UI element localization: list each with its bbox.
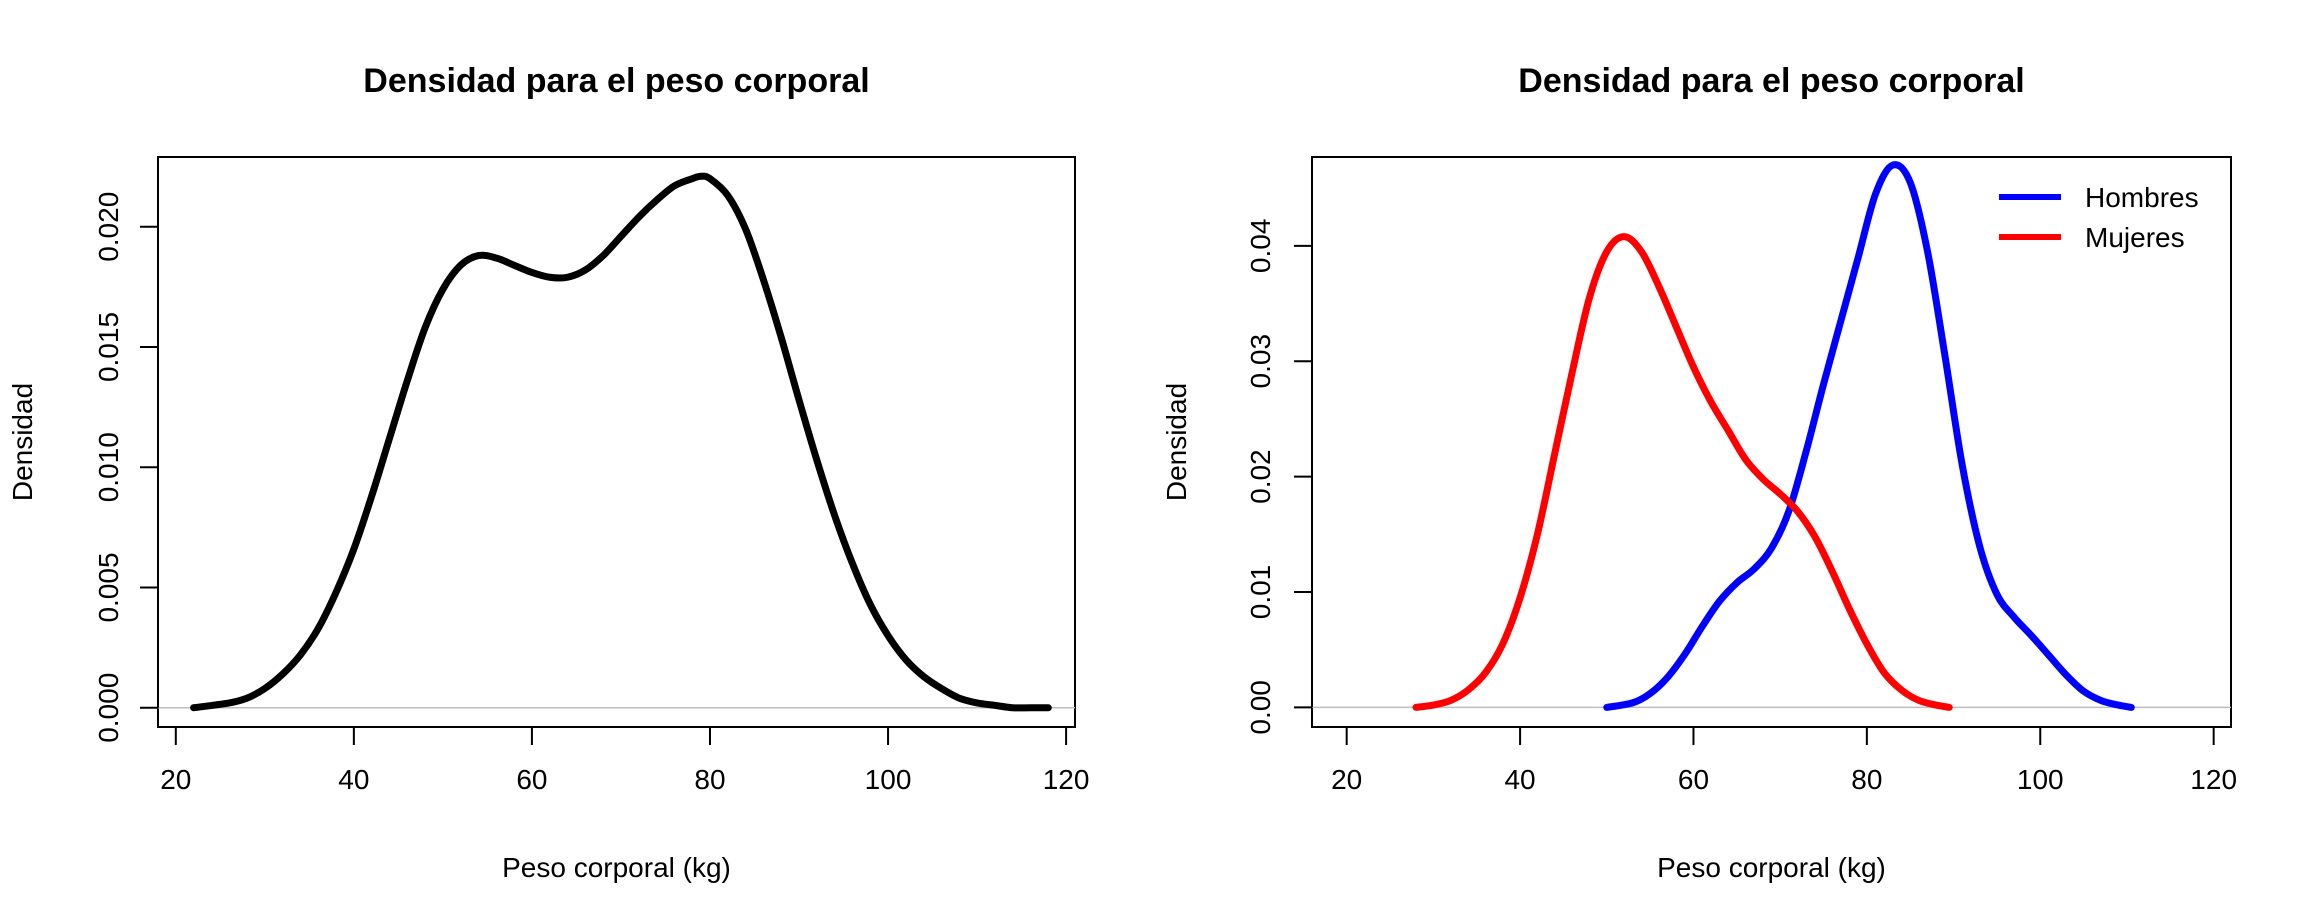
chart-title: Densidad para el peso corporal bbox=[363, 62, 869, 100]
legend: Hombres Mujeres bbox=[1999, 182, 2199, 253]
chart-title: Densidad para el peso corporal bbox=[1518, 62, 2024, 100]
x-tick-label: 100 bbox=[865, 764, 912, 795]
x-axis: 20 40 60 80 100 120 bbox=[1331, 726, 2237, 795]
y-axis: 0.000 0.005 0.010 0.015 0.020 bbox=[93, 192, 159, 743]
x-tick-label: 120 bbox=[2190, 764, 2237, 795]
y-tick-label: 0.03 bbox=[1245, 334, 1276, 389]
y-tick-label: 0.000 bbox=[93, 673, 124, 743]
x-axis-label: Peso corporal (kg) bbox=[1657, 852, 1886, 883]
x-tick-label: 60 bbox=[1678, 764, 1709, 795]
density-curve-density bbox=[190, 172, 1052, 712]
x-tick-label: 120 bbox=[1043, 764, 1090, 795]
x-tick-label: 80 bbox=[694, 764, 725, 795]
y-axis-label: Densidad bbox=[1161, 383, 1192, 501]
chart-panel-1: Densidad para el peso corporal 20 40 60 80 10… bbox=[7, 62, 1089, 883]
density-curve-hombres bbox=[1603, 161, 2135, 711]
y-tick-label: 0.010 bbox=[93, 432, 124, 502]
y-tick-label: 0.005 bbox=[93, 552, 124, 622]
density-curve-mujeres bbox=[1412, 233, 1953, 711]
chart-panel-2: Densidad para el peso corporal 20 40 60 80 10… bbox=[1161, 62, 2237, 883]
x-tick-label: 100 bbox=[2017, 764, 2064, 795]
x-axis: 20 40 60 80 100 120 bbox=[160, 726, 1090, 795]
y-tick-label: 0.00 bbox=[1245, 680, 1276, 735]
x-axis-label: Peso corporal (kg) bbox=[502, 852, 731, 883]
x-tick-label: 20 bbox=[1331, 764, 1362, 795]
x-tick-label: 60 bbox=[516, 764, 547, 795]
y-tick-label: 0.020 bbox=[93, 192, 124, 262]
y-axis: 0.00 0.01 0.02 0.03 0.04 bbox=[1245, 219, 1313, 735]
x-tick-label: 20 bbox=[160, 764, 191, 795]
y-tick-label: 0.01 bbox=[1245, 565, 1276, 620]
legend-label-hombres: Hombres bbox=[2085, 182, 2199, 213]
y-tick-label: 0.04 bbox=[1245, 219, 1276, 274]
x-tick-label: 40 bbox=[338, 764, 369, 795]
legend-label-mujeres: Mujeres bbox=[2085, 222, 2185, 253]
y-axis-label: Densidad bbox=[7, 383, 38, 501]
y-tick-label: 0.02 bbox=[1245, 449, 1276, 504]
y-tick-label: 0.015 bbox=[93, 312, 124, 382]
x-tick-label: 80 bbox=[1851, 764, 1882, 795]
x-tick-label: 40 bbox=[1504, 764, 1535, 795]
